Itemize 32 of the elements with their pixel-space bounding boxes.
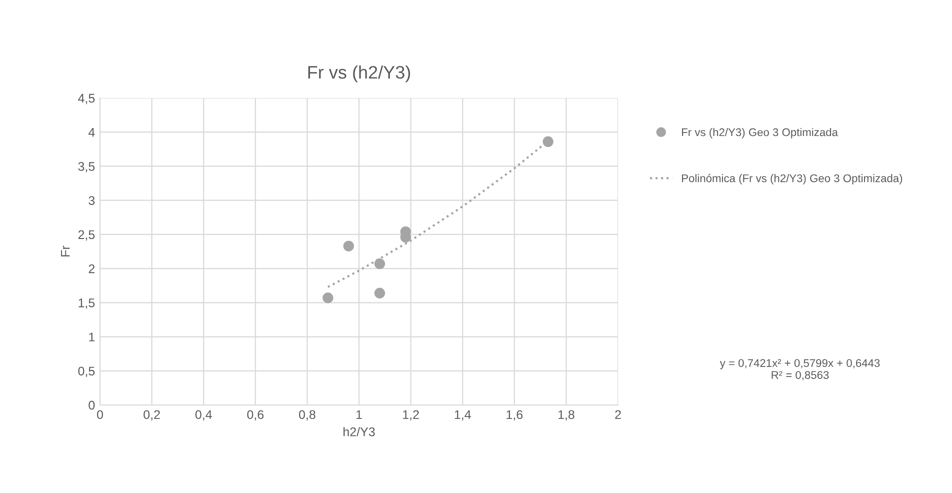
x-tick-label: 0,8 bbox=[299, 410, 316, 421]
point bbox=[542, 136, 554, 148]
x-tick-label: 0,6 bbox=[247, 410, 264, 421]
point bbox=[374, 288, 386, 298]
x-tick-label: 2 bbox=[615, 410, 621, 419]
x-tick-label: 1,6 bbox=[506, 410, 523, 421]
x-tick-label: 1,4 bbox=[454, 410, 471, 421]
x-tick-label: 1,8 bbox=[558, 410, 574, 421]
point bbox=[343, 240, 354, 252]
y-tick-label: 3,5 bbox=[78, 162, 95, 172]
y-tick-label: 4,5 bbox=[78, 94, 95, 104]
x-tick-label: 0 bbox=[97, 410, 103, 420]
x-axis-title: h2/Y3 bbox=[344, 427, 375, 436]
legend-label: Fr vs (h2/Y3) Geo 3 Optimizada bbox=[682, 128, 838, 138]
point bbox=[322, 292, 334, 304]
x-tick-label: 0,2 bbox=[144, 410, 160, 421]
y-tick-label: 0 bbox=[88, 400, 95, 410]
x-tick-label: 1 bbox=[356, 410, 362, 419]
y-tick-label: 2 bbox=[88, 264, 95, 274]
y-tick-label: 3 bbox=[88, 196, 95, 205]
text: y = 0,7421x² + 0,5799x + 0,6443 R² = 0,8563 bbox=[720, 359, 880, 380]
y-axis-title: Fr bbox=[61, 246, 70, 256]
x-tick-label: 1,2 bbox=[403, 410, 419, 421]
point bbox=[374, 258, 386, 270]
y-tick-label: 0,5 bbox=[78, 366, 95, 378]
y-tick-label: 2,5 bbox=[78, 230, 95, 241]
chart-title: Fr vs (h2/Y3) bbox=[308, 65, 410, 82]
x-tick-label: 0,4 bbox=[195, 410, 212, 421]
y-tick-label: 4 bbox=[88, 128, 95, 137]
legend-label: Polinómica (Fr vs (h2/Y3) Geo 3 Optimizada) bbox=[682, 174, 902, 184]
y-tick-label: 1 bbox=[89, 332, 95, 342]
y-tick-label: 1,5 bbox=[78, 298, 95, 309]
